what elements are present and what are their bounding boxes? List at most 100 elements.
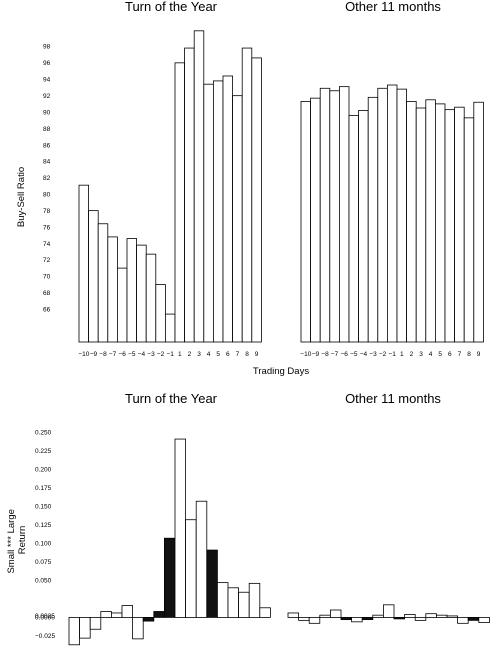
y-tick-label-1-10: 84 — [43, 159, 51, 166]
bar-1-16 — [222, 75, 234, 343]
chart-marks: −10 −9 −8 −7 −6 −5 −4 −3 −2 −1 1 2 3 4 5 6 7 8 96668707274… — [35, 30, 490, 646]
bar-3-15 — [216, 582, 229, 618]
bar-2-6 — [348, 114, 360, 343]
bar-3-1 — [68, 617, 81, 646]
bar-2-16 — [444, 109, 456, 343]
bar-3-5 — [111, 612, 123, 618]
bar-3-18 — [248, 582, 261, 618]
x-tick-label-1-4: −7 — [109, 351, 117, 358]
chart4-title: Other 11 months — [345, 391, 441, 406]
x-tick-label-1-14: 4 — [207, 351, 211, 358]
bar-4-19 — [478, 617, 490, 623]
bar-2-15 — [434, 103, 446, 343]
y-tick-label-1-1: 66 — [43, 306, 51, 313]
y-tick-label-1-3: 70 — [43, 274, 51, 281]
bar-3-8 — [142, 617, 155, 622]
y-tick-label-1-12: 88 — [43, 126, 51, 133]
x-tick-label-2-11: 1 — [400, 351, 404, 358]
y-tick-label-3-1: −0.025 — [35, 633, 55, 640]
bar-3-9 — [153, 611, 165, 618]
x-tick-label-2-9: −2 — [379, 351, 387, 358]
bar-4-17 — [457, 617, 469, 624]
bar-1-10 — [164, 313, 176, 343]
bar-1-5 — [117, 267, 128, 343]
x-tick-label-1-19: 9 — [255, 351, 259, 358]
bar-4-9 — [372, 614, 384, 618]
y-tick-label-3-11: 0.225 — [35, 448, 52, 455]
y-tick-label-3-4: 0.050 — [35, 578, 52, 585]
bar-3-17 — [238, 591, 250, 618]
bar-4-18 — [467, 617, 480, 621]
x-tick-label-1-2: −9 — [90, 351, 98, 358]
x-tick-label-2-6: −5 — [350, 351, 358, 358]
bar-1-1 — [78, 184, 90, 343]
bar-2-18 — [463, 117, 475, 343]
x-tick-label-1-16: 6 — [226, 351, 230, 358]
y-tick-label-1-8: 80 — [43, 192, 51, 199]
x-tick-label-1-12: 2 — [188, 351, 192, 358]
bar-2-17 — [454, 106, 465, 343]
y-tick-label-3-6: 0.100 — [35, 541, 52, 548]
x-tick-label-2-18: 8 — [467, 351, 471, 358]
bar-3-14 — [206, 549, 218, 618]
bar-3-13 — [195, 500, 208, 618]
bar-3-4 — [100, 611, 112, 618]
bar-3-6 — [121, 605, 134, 618]
bar-3-2 — [79, 617, 91, 639]
bar-4-4 — [319, 614, 331, 618]
y-tick-label-3-7: 0.125 — [35, 522, 52, 529]
x-tick-label-2-15: 5 — [438, 351, 442, 358]
bar-2-9 — [377, 87, 388, 343]
bar-3-10 — [163, 537, 176, 618]
y-tick-label-1-7: 78 — [43, 208, 51, 215]
x-tick-label-2-19: 9 — [477, 351, 481, 358]
y-tick-label-1-2: 68 — [43, 290, 51, 297]
x-tick-label-1-6: −5 — [128, 351, 136, 358]
x-tick-label-1-3: −8 — [99, 351, 107, 358]
bar-4-3 — [308, 617, 321, 624]
bar-1-19 — [251, 57, 262, 343]
bar-3-19 — [259, 607, 271, 618]
bar-1-8 — [145, 253, 157, 343]
bar-3-12 — [185, 519, 197, 618]
y-axis-label-bottom: Small *** Large Return — [6, 506, 28, 573]
chart2-title: Other 11 months — [345, 0, 441, 14]
bar-2-3 — [319, 87, 331, 343]
y-tick-label-1-17: 98 — [43, 44, 51, 51]
x-tick-label-2-17: 7 — [458, 351, 462, 358]
chart1-title: Turn of the Year — [125, 0, 218, 14]
y-tick-label-3-3: 0.0025 — [35, 613, 55, 620]
bar-4-12 — [404, 614, 416, 618]
bar-3-16 — [227, 587, 240, 618]
y-tick-label-3-12: 0.250 — [35, 430, 52, 437]
bar-2-7 — [358, 110, 369, 343]
bar-2-10 — [386, 84, 398, 343]
bar-3-7 — [132, 617, 144, 640]
y-axis-label-bottom-line1: Small *** Large — [6, 509, 17, 573]
x-tick-label-2-2: −9 — [312, 351, 320, 358]
x-tick-label-2-8: −3 — [369, 351, 377, 358]
bar-1-15 — [212, 80, 224, 343]
bar-1-9 — [155, 284, 166, 343]
bar-2-11 — [396, 88, 408, 343]
y-tick-label-1-16: 96 — [43, 60, 51, 67]
y-tick-label-1-15: 94 — [43, 77, 51, 84]
bar-4-10 — [382, 604, 395, 618]
bar-1-6 — [126, 238, 138, 343]
y-axis-label-top: Buy-Sell Ratio — [16, 167, 27, 227]
bar-1-11 — [174, 62, 186, 343]
bar-2-4 — [329, 90, 340, 343]
x-tick-label-1-18: 8 — [245, 351, 249, 358]
x-tick-label-1-15: 5 — [216, 351, 220, 358]
y-tick-label-3-9: 0.175 — [35, 485, 52, 492]
bar-4-16 — [446, 615, 459, 618]
x-tick-label-1-17: 7 — [236, 351, 240, 358]
bar-3-11 — [174, 438, 187, 618]
bar-2-8 — [367, 96, 379, 343]
x-tick-label-2-1: −10 — [300, 351, 311, 358]
x-tick-label-1-1: −10 — [78, 351, 89, 358]
x-tick-label-1-8: −3 — [147, 351, 155, 358]
x-tick-label-2-16: 6 — [448, 351, 452, 358]
bar-2-1 — [300, 101, 312, 343]
y-tick-label-1-9: 82 — [43, 175, 51, 182]
